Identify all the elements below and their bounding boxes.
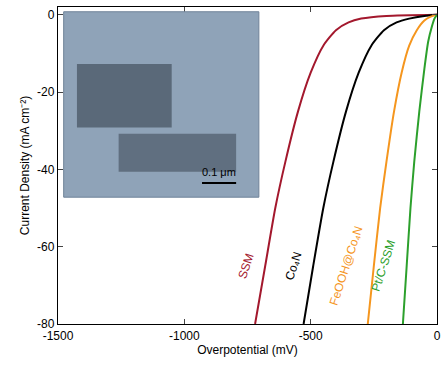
svg-text:Current Density (mA cm⁻²): Current Density (mA cm⁻²) [18, 96, 32, 235]
svg-text:FeOOH@Co₄N: FeOOH@Co₄N [327, 224, 366, 307]
svg-text:0.1 μm: 0.1 μm [202, 166, 236, 178]
svg-text:-1500: -1500 [43, 329, 74, 343]
svg-text:Co₄N: Co₄N [282, 250, 304, 282]
svg-text:-1000: -1000 [169, 329, 200, 343]
svg-text:SSM: SSM [235, 251, 256, 280]
svg-text:Overpotential (mV): Overpotential (mV) [197, 343, 298, 357]
svg-text:Pt/C-SSM: Pt/C-SSM [369, 238, 399, 293]
svg-text:-60: -60 [37, 240, 55, 254]
svg-text:-80: -80 [37, 317, 55, 331]
svg-text:0: 0 [48, 8, 55, 22]
svg-text:-40: -40 [37, 163, 55, 177]
svg-text:0: 0 [434, 329, 441, 343]
svg-text:-500: -500 [299, 329, 323, 343]
svg-text:-20: -20 [37, 85, 55, 99]
